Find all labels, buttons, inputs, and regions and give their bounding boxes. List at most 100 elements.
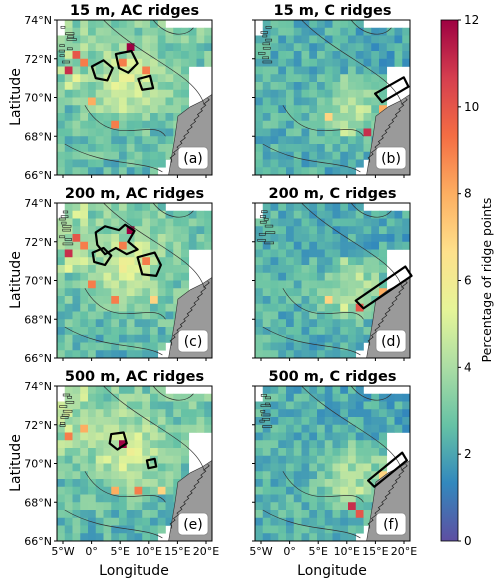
- panel-e-cell: [173, 440, 182, 449]
- panel-e-cell: [126, 494, 135, 503]
- panel-b-cell: [286, 82, 295, 91]
- panel-f-cell: [270, 440, 279, 449]
- panel-b-cell: [262, 151, 271, 160]
- panel-c-cell: [126, 265, 135, 274]
- panel-d-cell: [340, 218, 349, 227]
- panel-f-cell: [286, 448, 295, 457]
- panel-b-cell: [355, 97, 364, 106]
- panel-f-cell: [332, 525, 341, 534]
- panel-a-cell: [111, 35, 120, 44]
- panel-c-cell: [64, 265, 73, 274]
- panel-c-cell: [88, 296, 97, 305]
- panel-e-cell: [95, 417, 104, 426]
- panel-c-cell: [119, 319, 128, 328]
- panel-e-cell: [72, 386, 81, 395]
- panel-a-cell: [134, 136, 143, 145]
- panel-f-bathymetry-line: [350, 385, 392, 401]
- panel-f-ridge-contour: [367, 451, 408, 488]
- panel-b-cell: [324, 128, 333, 137]
- panel-c-cell: [142, 249, 151, 258]
- panel-b-cell: [278, 74, 287, 83]
- panel-b-cell: [262, 89, 271, 98]
- panel-b-cell: [355, 43, 364, 52]
- panel-c-bathymetry-line: [152, 202, 194, 218]
- panel-d-cell: [293, 218, 302, 227]
- panel-d-cell: [278, 311, 287, 320]
- panel-e-cell: [103, 448, 112, 457]
- panel-e-cell: [150, 479, 159, 488]
- panel-e-cell: [57, 479, 66, 488]
- panel-e-cell: [173, 471, 182, 480]
- panel-e-cell: [157, 517, 166, 526]
- panel-d-cell: [324, 265, 333, 274]
- panel-b-cell: [394, 43, 403, 52]
- panel-c-cell: [173, 249, 182, 258]
- panel-f-islet: [262, 425, 273, 428]
- panel-d-cell: [309, 327, 318, 336]
- panel-b-cell: [309, 35, 318, 44]
- panel-b-cell: [270, 97, 279, 106]
- panel-d-cell: [317, 280, 326, 289]
- panel-a-title: 15 m, AC ridges: [70, 3, 199, 19]
- panel-a-bathymetry-line: [103, 19, 205, 106]
- panel-c-cell: [80, 319, 89, 328]
- panel-a-cell: [126, 136, 135, 145]
- panel-f-cell: [262, 386, 271, 395]
- panel-b-cell: [348, 89, 357, 98]
- panel-c-cell: [103, 272, 112, 281]
- panel-d-cell: [255, 226, 264, 235]
- panel-a-cell: [80, 113, 89, 122]
- panel-c-cell: [72, 241, 81, 250]
- panel-a-cell: [111, 89, 120, 98]
- panel-c-cell: [204, 210, 213, 219]
- panel-a-cell: [80, 51, 89, 60]
- panel-c-cell: [88, 303, 97, 312]
- panel-a-cell: [111, 151, 120, 160]
- panel-a-cell: [165, 151, 174, 160]
- panel-d-cell: [340, 319, 349, 328]
- panel-c-cell: [134, 303, 143, 312]
- panel-e-islet: [60, 416, 69, 419]
- panel-c-cell: [72, 272, 81, 281]
- panel-d-cell: [301, 218, 310, 227]
- panel-c-cell: [57, 226, 66, 235]
- panel-b-islet: [262, 56, 269, 60]
- panel-f-cell: [340, 424, 349, 433]
- panel-c-cell: [204, 234, 213, 243]
- panel-f-cell: [332, 440, 341, 449]
- panel-d-cell: [270, 226, 279, 235]
- panel-d-cell: [348, 327, 357, 336]
- panel-e-cell: [88, 494, 97, 503]
- panel-c-cell: [88, 319, 97, 328]
- panel-f-cell: [355, 432, 364, 441]
- panel-d-cell: [270, 272, 279, 281]
- panel-f-cell: [324, 448, 333, 457]
- panel-a-cell: [103, 167, 112, 176]
- panel-d-cell: [286, 327, 295, 336]
- panel-c-cell: [134, 218, 143, 227]
- panel-c-cell: [165, 249, 174, 258]
- panel-d-cell: [363, 319, 372, 328]
- panel-c-cell: [126, 288, 135, 297]
- panel-d-cell: [348, 350, 357, 359]
- panel-c-cell: [150, 257, 159, 266]
- panel-c-cell: [119, 234, 128, 243]
- panel-f-cell: [379, 424, 388, 433]
- panel-d-cell: [262, 319, 271, 328]
- panel-d-cell: [355, 249, 364, 258]
- panel-a-cell: [111, 58, 120, 67]
- panel-d-cell: [324, 203, 333, 212]
- panel-c-cell: [111, 334, 120, 343]
- panel-a-ytick-label: 72°N: [24, 53, 52, 66]
- panel-e-cell: [134, 502, 143, 511]
- panel-c-cell: [95, 203, 104, 212]
- panel-c-cell: [88, 342, 97, 351]
- panel-b-cell: [355, 159, 364, 168]
- panel-c-cell: [57, 350, 66, 359]
- panel-d-cell: [371, 280, 380, 289]
- panel-e-cell: [103, 525, 112, 534]
- panel-f-cell: [355, 393, 364, 402]
- panel-a-cell: [173, 58, 182, 67]
- panel-c-cell: [103, 334, 112, 343]
- panel-f-title: 500 m, C ridges: [268, 369, 396, 385]
